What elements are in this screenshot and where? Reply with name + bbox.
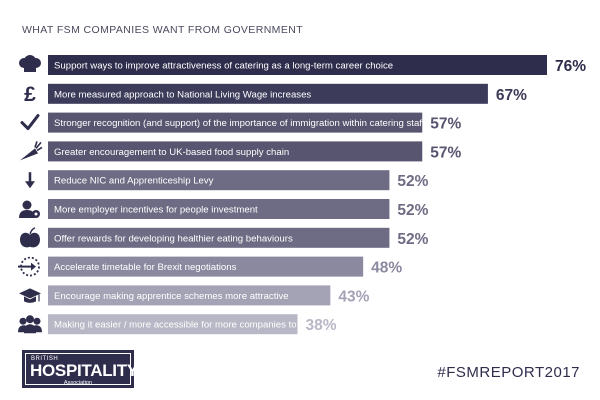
dotted-arrow-circle-icon <box>18 256 40 277</box>
bar <box>48 256 364 277</box>
bar <box>48 285 331 306</box>
bar-category-label: Stronger recognition (and support) of th… <box>54 118 425 129</box>
apple-icon <box>20 227 40 248</box>
bar-category-label: Offer rewards for developing healthier e… <box>54 233 293 244</box>
bar-category-label: More employer incentives for people inve… <box>54 205 258 216</box>
bar-row: Greater encouragement to UK-based food s… <box>20 141 461 162</box>
bar-row: Stronger recognition (and support) of th… <box>20 112 461 133</box>
bar-category-label: Support ways to improve attractiveness o… <box>54 61 393 72</box>
svg-text:£: £ <box>24 83 36 106</box>
pound-icon: £ <box>24 83 36 106</box>
logo-line-hospitality: HOSPITALITY <box>30 361 138 380</box>
group-icon <box>18 315 42 334</box>
bar <box>48 112 423 133</box>
bar-row: More employer incentives for people inve… <box>19 199 429 219</box>
bar <box>48 170 390 191</box>
bar-value-label: 38% <box>306 317 337 334</box>
chart-title: WHAT FSM COMPANIES WANT FROM GOVERNMENT <box>22 24 303 36</box>
bar <box>48 83 488 104</box>
bar-category-label: Greater encouragement to UK-based food s… <box>54 147 289 158</box>
bar <box>48 199 390 219</box>
british-hospitality-association-logo: BRITISH HOSPITALITY Association <box>22 350 138 388</box>
chef-hat-icon <box>19 55 41 72</box>
checkmark-icon <box>20 114 40 131</box>
bar-value-label: 52% <box>397 202 428 219</box>
bar-category-label: Encourage making apprentice schemes more… <box>54 291 289 302</box>
hashtag-text: #FSMREPORT2017 <box>437 364 580 381</box>
bar-row: Accelerate timetable for Brexit negotiat… <box>18 256 402 277</box>
bar-category-label: Accelerate timetable for Brexit negotiat… <box>54 262 237 273</box>
bar <box>48 227 390 248</box>
bar-category-label: Reduce NIC and Apprenticeship Levy <box>54 176 214 187</box>
logo-line-british: BRITISH <box>31 356 59 362</box>
graduation-cap-icon <box>19 288 41 303</box>
bar-value-label: 48% <box>371 260 402 277</box>
bar-value-label: 57% <box>430 116 461 133</box>
bar-row: £ More measured approach to National Livi… <box>24 83 527 106</box>
down-arrow-icon <box>25 172 35 189</box>
bar-row: Making it easier / more accessible for m… <box>18 314 440 335</box>
bar-row: Reduce NIC and Apprenticeship Levy 52% <box>25 170 429 191</box>
carrot-icon <box>20 141 43 161</box>
bar-value-label: 76% <box>555 58 586 75</box>
person-gear-icon <box>19 200 40 218</box>
bar <box>48 314 298 335</box>
bar-value-label: 52% <box>397 173 428 190</box>
bar-row: Support ways to improve attractiveness o… <box>19 55 586 75</box>
bar-category-label: Making it easier / more accessible for m… <box>54 320 440 331</box>
bar-row: Offer rewards for developing healthier e… <box>20 227 429 248</box>
bar-value-label: 52% <box>397 231 428 248</box>
bar <box>48 55 547 75</box>
logo-line-association: Association <box>63 380 93 386</box>
bar-category-label: More measured approach to National Livin… <box>54 89 311 100</box>
bar-value-label: 57% <box>430 144 461 161</box>
bar <box>48 141 423 162</box>
bar-value-label: 43% <box>338 288 369 305</box>
bar-value-label: 67% <box>496 87 527 104</box>
bar-row: Encourage making apprentice schemes more… <box>19 285 370 306</box>
